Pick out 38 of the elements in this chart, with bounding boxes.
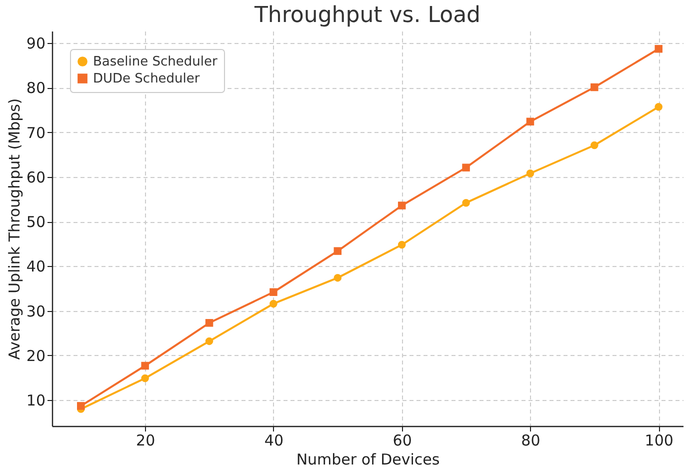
- point: [590, 141, 598, 150]
- y-tick-label: 80: [26, 79, 46, 98]
- x-tick-label: 100: [644, 432, 674, 450]
- point: [654, 44, 662, 53]
- x-tick-label: 20: [136, 432, 156, 450]
- point: [270, 300, 278, 308]
- point: [205, 319, 214, 327]
- x-axis-title: Number of Devices: [296, 450, 440, 468]
- chart-title: Throughput vs. Load: [253, 3, 481, 28]
- point: [77, 402, 85, 410]
- point: [334, 247, 342, 255]
- y-tick-label: 70: [26, 124, 46, 142]
- point: [590, 83, 598, 92]
- y-axis-title: Average Uplink Throughput (Mbps): [5, 98, 24, 360]
- y-tick-label: 20: [26, 346, 46, 365]
- point: [398, 202, 406, 210]
- x-tick-label: 80: [521, 432, 540, 450]
- x-tick-label: 60: [392, 432, 412, 450]
- y-tick-label: 90: [26, 34, 46, 53]
- point: [205, 337, 214, 346]
- y-tick-label: 30: [26, 302, 46, 320]
- point: [141, 362, 149, 370]
- y-tick-label: 60: [26, 168, 46, 186]
- point: [334, 274, 342, 282]
- legend-label: Baseline Scheduler: [93, 54, 218, 70]
- point: [654, 103, 662, 111]
- y-tick-label: 40: [26, 258, 46, 276]
- point: [141, 374, 149, 382]
- point: [398, 240, 406, 249]
- y-tick-label: 10: [26, 392, 46, 410]
- y-tick-label: 50: [26, 213, 46, 232]
- point: [462, 198, 470, 207]
- point: [526, 118, 534, 126]
- point: [462, 164, 470, 172]
- legend-label: DUDe Scheduler: [93, 72, 200, 86]
- point: [526, 170, 534, 178]
- x-tick-label: 40: [264, 432, 284, 450]
- point: [270, 288, 278, 296]
